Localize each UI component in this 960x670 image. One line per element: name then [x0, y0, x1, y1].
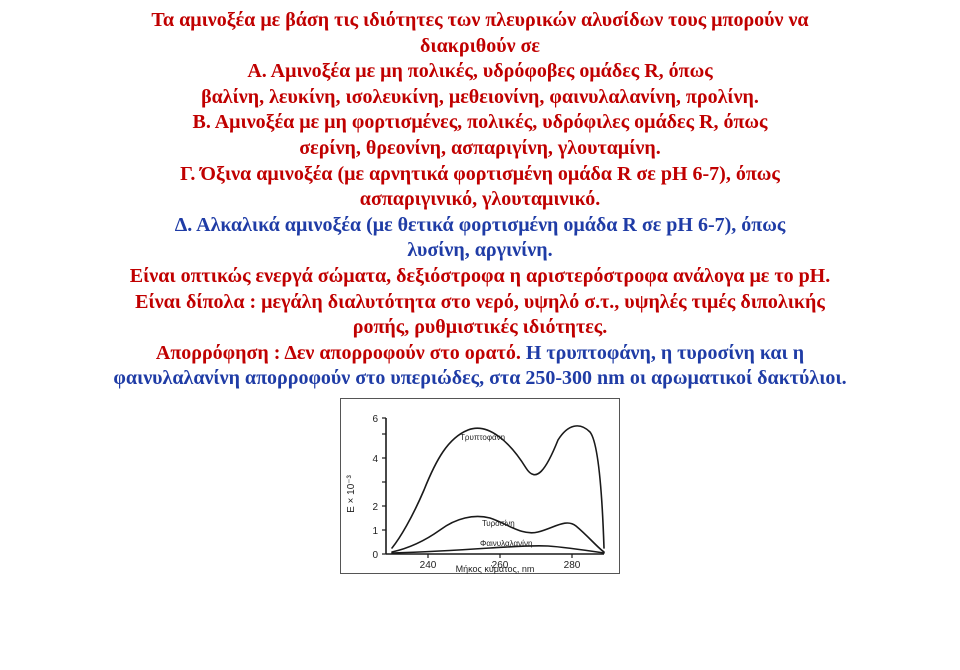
text-line: βαλίνη, λευκίνη, ισολευκίνη, μεθειονίνη,…	[22, 85, 938, 111]
text-fragment-blue: Η τρυπτοφάνη, η τυροσίνη και η	[521, 342, 804, 364]
svg-text:Φαινυλαλανίνη: Φαινυλαλανίνη	[480, 539, 532, 548]
text-line-delta: Δ. Αλκαλικά αμινοξέα (με θετικά φορτισμέ…	[22, 213, 938, 239]
svg-text:Τρυπτοφάνη: Τρυπτοφάνη	[460, 433, 505, 442]
text-line-blue: φαινυλαλανίνη απορροφούν στο υπεριώδες, …	[22, 366, 938, 392]
document-page: Τα αμινοξέα με βάση τις ιδιότητες των πλ…	[0, 0, 960, 574]
svg-text:E × 10⁻³: E × 10⁻³	[346, 474, 357, 512]
text-line: Είναι δίπολα : μεγάλη διαλυτότητα στο νε…	[22, 290, 938, 316]
text-line: διακριθούν σε	[22, 34, 938, 60]
text-line: Τα αμινοξέα με βάση τις ιδιότητες των πλ…	[22, 8, 938, 34]
text-line: Απορρόφηση : Δεν απορροφούν στο ορατό. Η…	[22, 341, 938, 367]
svg-text:2: 2	[372, 502, 378, 513]
text-line: Β. Αμινοξέα με μη φορτισμένες, πολικές, …	[22, 110, 938, 136]
svg-text:280: 280	[564, 560, 581, 571]
svg-text:4: 4	[372, 454, 378, 465]
absorption-spectrum-chart: 01246240260280E × 10⁻³Μήκος κύματος, nmΤ…	[340, 398, 620, 574]
text-fragment: Απορρόφηση : Δεν απορροφούν στο ορατό.	[156, 342, 521, 364]
text-line: Γ. Όξινα αμινοξέα (με αρνητικά φορτισμέν…	[22, 162, 938, 188]
text-line: Α. Αμινοξέα με μη πολικές, υδρόφοβες ομά…	[22, 59, 938, 85]
svg-text:0: 0	[372, 550, 378, 561]
svg-text:Τυροσίνη: Τυροσίνη	[482, 519, 515, 528]
svg-text:Μήκος κύματος, nm: Μήκος κύματος, nm	[456, 564, 535, 574]
text-line: Είναι οπτικώς ενεργά σώματα, δεξιόστροφα…	[22, 264, 938, 290]
svg-text:6: 6	[372, 414, 378, 425]
text-line: σερίνη, θρεονίνη, ασπαριγίνη, γλουταμίνη…	[22, 136, 938, 162]
text-line: ροπής, ρυθμιστικές ιδιότητες.	[22, 315, 938, 341]
text-line: ασπαριγινικό, γλουταμινικό.	[22, 187, 938, 213]
svg-text:1: 1	[372, 526, 378, 537]
svg-text:240: 240	[420, 560, 437, 571]
text-line-delta: λυσίνη, αργινίνη.	[22, 238, 938, 264]
chart-container: 01246240260280E × 10⁻³Μήκος κύματος, nmΤ…	[22, 398, 938, 574]
